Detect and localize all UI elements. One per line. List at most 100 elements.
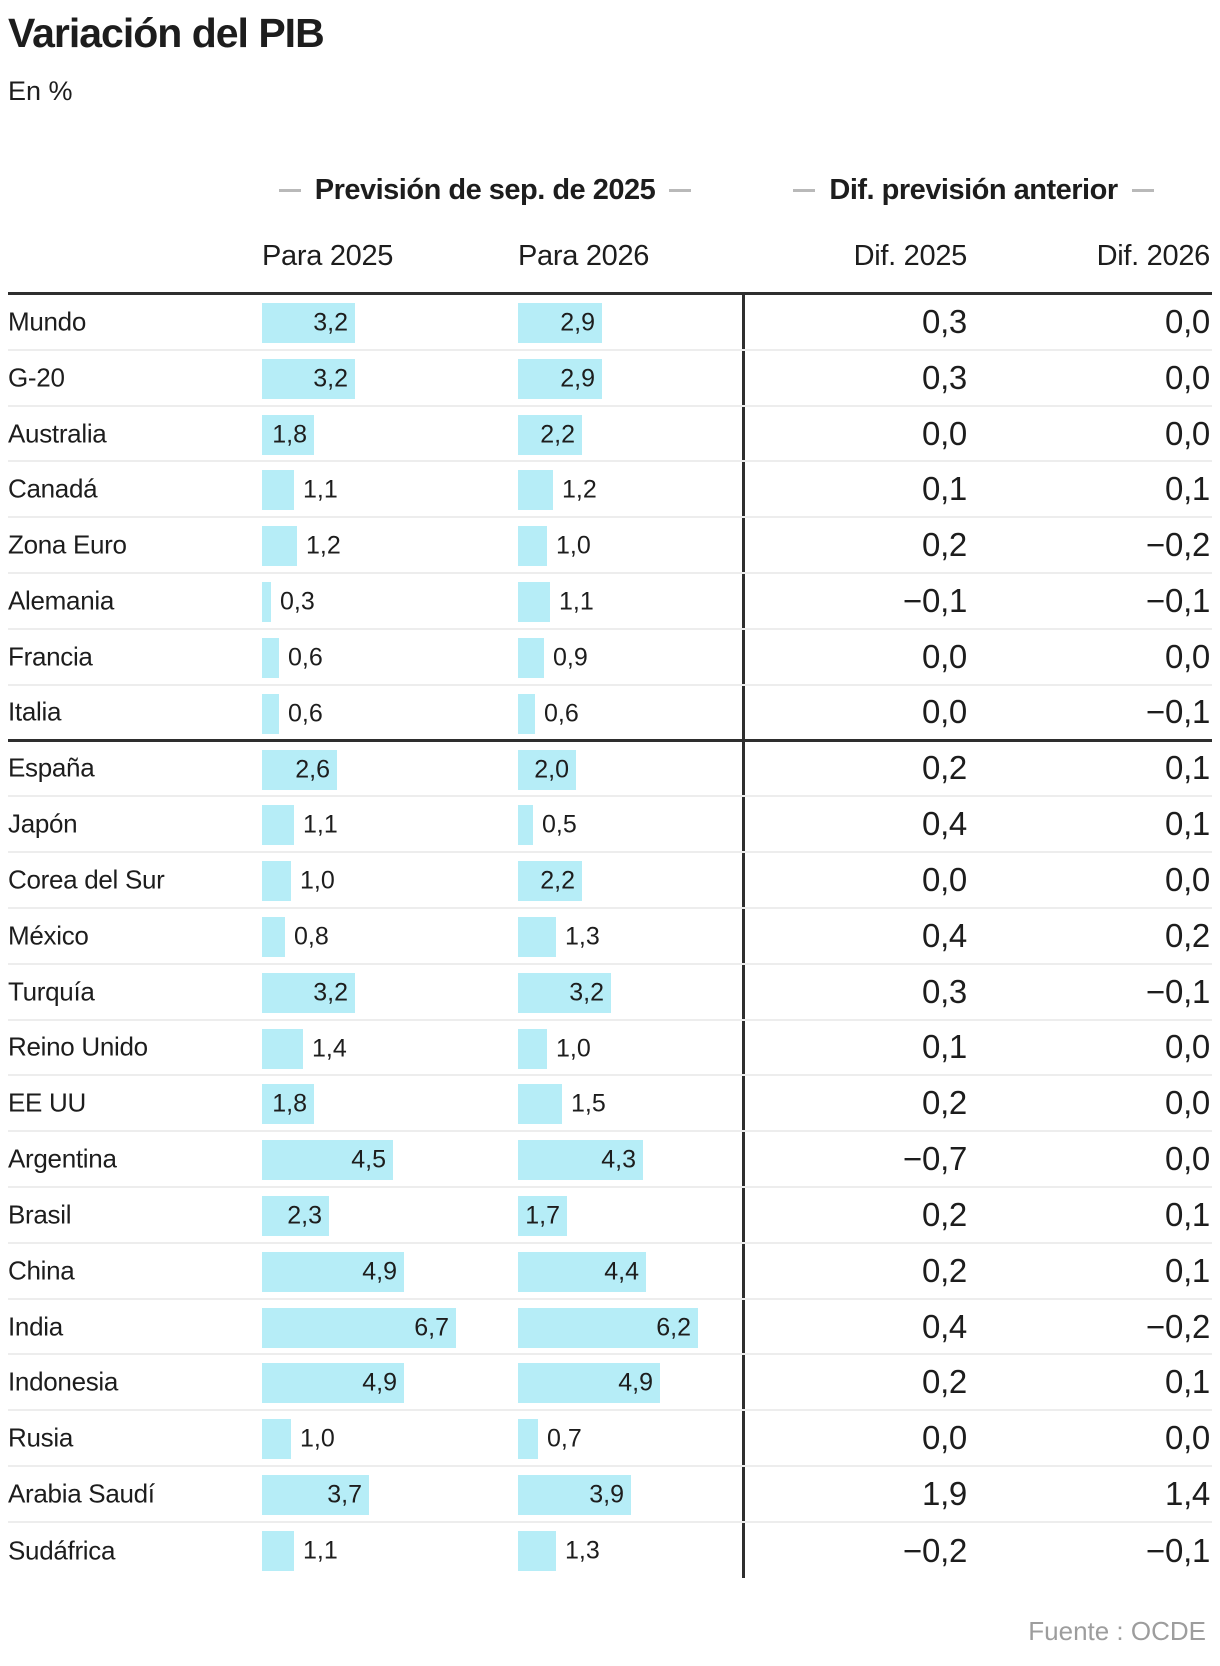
bar-para-2026-value: 1,3 bbox=[565, 922, 600, 951]
bar-para-2025-value: 4,9 bbox=[362, 1368, 397, 1397]
table-row: India 6,7 6,2 0,4 −0,2 bbox=[8, 1300, 1212, 1356]
table-row: Canadá 1,1 1,2 0,1 0,1 bbox=[8, 462, 1212, 519]
table-row: Reino Unido 1,4 1,0 0,1 0,0 bbox=[8, 1021, 1212, 1077]
bar-para-2025: 3,2 bbox=[262, 972, 355, 1013]
dif-2025-value: 0,1 bbox=[922, 470, 967, 508]
bar-para-2025: 1,8 bbox=[262, 1084, 314, 1125]
bar-para-2026-value: 1,5 bbox=[571, 1089, 606, 1118]
row-label: Alemania bbox=[8, 585, 114, 616]
bar-para-2026: 4,4 bbox=[518, 1251, 646, 1292]
table-row: Turquía 3,2 3,2 0,3 −0,1 bbox=[8, 965, 1212, 1021]
bar-para-2026: 3,2 bbox=[518, 972, 611, 1013]
column-header-dif-2026: Dif. 2026 bbox=[1096, 240, 1211, 272]
bar-para-2026-value: 2,9 bbox=[560, 364, 595, 393]
bar-para-2026: 2,2 bbox=[518, 414, 582, 455]
bar-para-2026: 2,0 bbox=[518, 749, 576, 790]
dif-2025-value: 0,3 bbox=[922, 358, 967, 396]
bar-para-2026-value: 1,7 bbox=[525, 1201, 560, 1230]
bar-para-2025-value: 1,1 bbox=[303, 810, 338, 839]
dif-2025-value: 0,0 bbox=[922, 1419, 967, 1457]
header-group-diff-label: Dif. previsión anterior bbox=[829, 174, 1118, 206]
bar-para-2025: 0,6 bbox=[262, 693, 323, 734]
bar-para-2026-value: 0,6 bbox=[544, 699, 579, 728]
bar-para-2026: 2,9 bbox=[518, 358, 602, 399]
row-label: Reino Unido bbox=[8, 1031, 148, 1062]
bar-para-2025: 3,7 bbox=[262, 1475, 369, 1516]
bar-para-2025: 1,0 bbox=[262, 1419, 335, 1460]
dif-2025-value: 0,2 bbox=[922, 1084, 967, 1122]
dif-2025-value: 0,4 bbox=[922, 916, 967, 954]
bar-para-2025: 1,1 bbox=[262, 805, 338, 846]
bar-para-2026-value: 4,4 bbox=[604, 1257, 639, 1286]
dif-2025-value: 0,4 bbox=[922, 1307, 967, 1345]
bar-para-2025: 1,1 bbox=[262, 470, 338, 511]
dif-2025-value: 0,2 bbox=[922, 1195, 967, 1233]
table-row: Australia 1,8 2,2 0,0 0,0 bbox=[8, 407, 1212, 463]
dif-2025-value: 0,3 bbox=[922, 302, 967, 340]
bar-para-2026-value: 4,9 bbox=[618, 1368, 653, 1397]
dif-2025-value: 0,2 bbox=[922, 526, 967, 564]
table-row: G-20 3,2 2,9 0,3 0,0 bbox=[8, 351, 1212, 407]
bar-para-2025-value: 0,8 bbox=[294, 922, 329, 951]
table-row: Mundo 3,2 2,9 0,3 0,0 bbox=[8, 295, 1212, 351]
bar-para-2026: 4,9 bbox=[518, 1363, 660, 1404]
bar-para-2025-value: 0,6 bbox=[288, 699, 323, 728]
dif-2026-value: 0,0 bbox=[1165, 1419, 1210, 1457]
bar-para-2025: 3,2 bbox=[262, 303, 355, 343]
bar-para-2026: 0,9 bbox=[518, 637, 588, 678]
dif-2025-value: −0,1 bbox=[903, 581, 967, 619]
row-label: Brasil bbox=[8, 1199, 72, 1230]
row-label: Indonesia bbox=[8, 1366, 119, 1397]
table-row: Zona Euro 1,2 1,0 0,2 −0,2 bbox=[8, 518, 1212, 575]
bar-para-2026-value: 4,3 bbox=[601, 1145, 636, 1174]
bar-para-2026-value: 2,2 bbox=[540, 866, 575, 895]
table-row: Alemania 0,3 1,1 −0,1 −0,1 bbox=[8, 574, 1212, 630]
row-label: Zona Euro bbox=[8, 529, 127, 560]
table-row: España 2,6 2,0 0,2 0,1 bbox=[8, 742, 1212, 798]
bar-para-2026: 2,9 bbox=[518, 303, 602, 343]
bar-para-2025: 3,2 bbox=[262, 358, 355, 399]
dif-2026-value: 0,0 bbox=[1165, 358, 1210, 396]
bar-para-2026: 1,0 bbox=[518, 1028, 591, 1069]
table-row: EE UU 1,8 1,5 0,2 0,0 bbox=[8, 1076, 1212, 1133]
row-label: Japón bbox=[8, 808, 78, 839]
dif-2025-value: 0,0 bbox=[922, 637, 967, 675]
dif-2025-value: −0,7 bbox=[903, 1140, 967, 1178]
bar-para-2026: 0,6 bbox=[518, 693, 579, 734]
row-label: Argentina bbox=[8, 1143, 117, 1174]
dash-rule-icon bbox=[1131, 189, 1154, 192]
bar-para-2025: 2,6 bbox=[262, 749, 337, 790]
bar-para-2025-value: 4,9 bbox=[362, 1257, 397, 1286]
row-label: Mundo bbox=[8, 306, 86, 337]
bar-para-2026: 0,7 bbox=[518, 1419, 582, 1460]
dif-2026-value: 0,1 bbox=[1165, 1251, 1210, 1289]
dif-2026-value: 0,0 bbox=[1165, 302, 1210, 340]
dif-2026-value: 0,0 bbox=[1165, 1084, 1210, 1122]
bar-para-2026-value: 1,1 bbox=[559, 587, 594, 616]
row-label: India bbox=[8, 1311, 63, 1342]
bar-para-2025: 2,3 bbox=[262, 1196, 329, 1236]
bar-para-2025: 0,3 bbox=[262, 582, 315, 623]
dif-2026-value: −0,1 bbox=[1146, 1531, 1210, 1569]
row-label: México bbox=[8, 920, 89, 951]
bar-para-2026-value: 0,7 bbox=[547, 1424, 582, 1453]
dif-2025-value: 0,4 bbox=[922, 805, 967, 843]
bar-para-2026: 1,2 bbox=[518, 470, 597, 511]
dif-2026-value: 0,2 bbox=[1165, 916, 1210, 954]
bar-para-2026-value: 2,0 bbox=[534, 755, 569, 783]
dif-2025-value: −0,2 bbox=[903, 1531, 967, 1569]
bar-para-2025: 1,0 bbox=[262, 861, 335, 902]
bar-para-2025: 4,9 bbox=[262, 1363, 404, 1404]
bar-para-2026: 2,2 bbox=[518, 861, 582, 902]
unit-subtitle: En % bbox=[8, 76, 73, 106]
dif-2026-value: −0,2 bbox=[1146, 526, 1210, 564]
bar-para-2025-value: 2,6 bbox=[295, 755, 330, 783]
row-label: Canadá bbox=[8, 473, 98, 504]
bar-para-2025-value: 1,1 bbox=[303, 1536, 338, 1565]
header-group-forecast: Previsión de sep. de 2025 bbox=[259, 174, 711, 207]
row-label: Rusia bbox=[8, 1422, 73, 1453]
row-label: Italia bbox=[8, 696, 62, 727]
table-row: Argentina 4,5 4,3 −0,7 0,0 bbox=[8, 1132, 1212, 1188]
dif-2026-value: 0,0 bbox=[1165, 637, 1210, 675]
row-label: Australia bbox=[8, 418, 107, 449]
